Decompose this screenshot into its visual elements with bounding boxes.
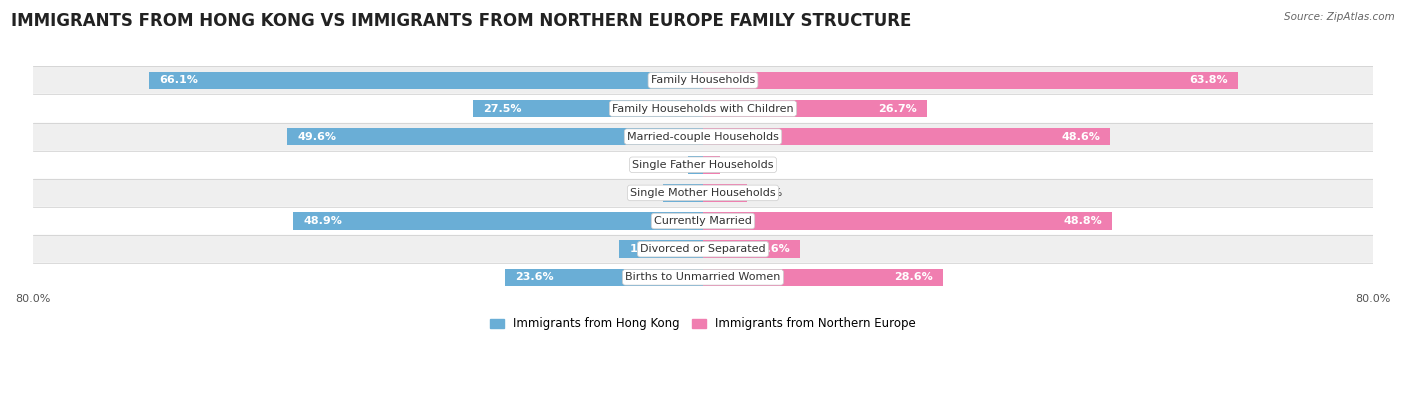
Bar [149,72,703,89]
Bar [688,156,703,173]
Bar [505,269,703,286]
Bar [32,122,1374,151]
Text: Family Households: Family Households [651,75,755,85]
Text: 48.6%: 48.6% [1062,132,1099,142]
Text: 26.7%: 26.7% [877,103,917,113]
Bar [32,179,1374,207]
Legend: Immigrants from Hong Kong, Immigrants from Northern Europe: Immigrants from Hong Kong, Immigrants fr… [485,312,921,335]
Bar [294,212,703,230]
Bar [32,66,1374,94]
Bar [619,241,703,258]
Text: Divorced or Separated: Divorced or Separated [640,244,766,254]
Text: 2.0%: 2.0% [727,160,755,170]
Bar [703,212,1112,230]
Text: 48.9%: 48.9% [304,216,342,226]
Text: 23.6%: 23.6% [516,272,554,282]
Bar [703,72,1237,89]
Text: Source: ZipAtlas.com: Source: ZipAtlas.com [1284,12,1395,22]
Text: 66.1%: 66.1% [159,75,198,85]
Bar [32,235,1374,263]
Text: 49.6%: 49.6% [298,132,336,142]
Text: Births to Unmarried Women: Births to Unmarried Women [626,272,780,282]
Bar [32,263,1374,292]
Text: Family Households with Children: Family Households with Children [612,103,794,113]
Text: 28.6%: 28.6% [894,272,932,282]
Bar [662,184,703,201]
Bar [703,241,800,258]
Bar [32,151,1374,179]
Bar [703,184,748,201]
Text: 4.8%: 4.8% [627,188,657,198]
Text: 63.8%: 63.8% [1189,75,1227,85]
Text: IMMIGRANTS FROM HONG KONG VS IMMIGRANTS FROM NORTHERN EUROPE FAMILY STRUCTURE: IMMIGRANTS FROM HONG KONG VS IMMIGRANTS … [11,12,911,30]
Text: Currently Married: Currently Married [654,216,752,226]
Bar [703,156,720,173]
Text: 11.6%: 11.6% [751,244,790,254]
Bar [287,128,703,145]
Text: 5.3%: 5.3% [754,188,782,198]
Bar [703,100,927,117]
Bar [472,100,703,117]
Text: 27.5%: 27.5% [482,103,522,113]
Text: 1.8%: 1.8% [652,160,682,170]
Bar [32,207,1374,235]
Text: Single Father Households: Single Father Households [633,160,773,170]
Text: 10.0%: 10.0% [630,244,668,254]
Bar [703,269,942,286]
Text: Married-couple Households: Married-couple Households [627,132,779,142]
Bar [703,128,1111,145]
Text: Single Mother Households: Single Mother Households [630,188,776,198]
Bar [32,94,1374,122]
Text: 48.8%: 48.8% [1063,216,1102,226]
